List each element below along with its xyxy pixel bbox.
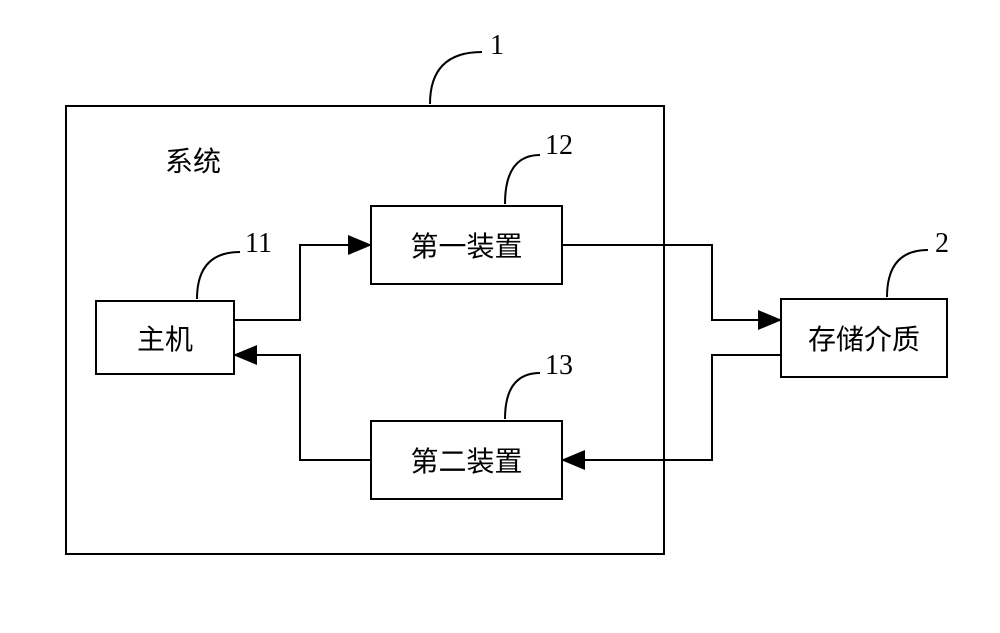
callout-ref-13: 13 (545, 350, 573, 382)
callout-ref-2: 2 (935, 228, 949, 260)
node-device1: 第一装置 (370, 205, 563, 285)
node-device2: 第二装置 (370, 420, 563, 500)
node-host-label: 主机 (137, 318, 193, 358)
callout-ref-12: 12 (545, 130, 573, 162)
node-device2-label: 第二装置 (410, 440, 522, 480)
node-storage: 存储介质 (780, 298, 948, 378)
callout-ref-11: 11 (245, 228, 272, 260)
node-host: 主机 (95, 300, 235, 375)
callout-curve-2 (887, 250, 928, 297)
system-label: 系统 (165, 140, 221, 180)
node-device1-label: 第一装置 (410, 225, 522, 265)
node-storage-label: 存储介质 (808, 318, 920, 358)
callout-ref-1: 1 (490, 30, 504, 62)
callout-curve-1 (430, 52, 482, 104)
